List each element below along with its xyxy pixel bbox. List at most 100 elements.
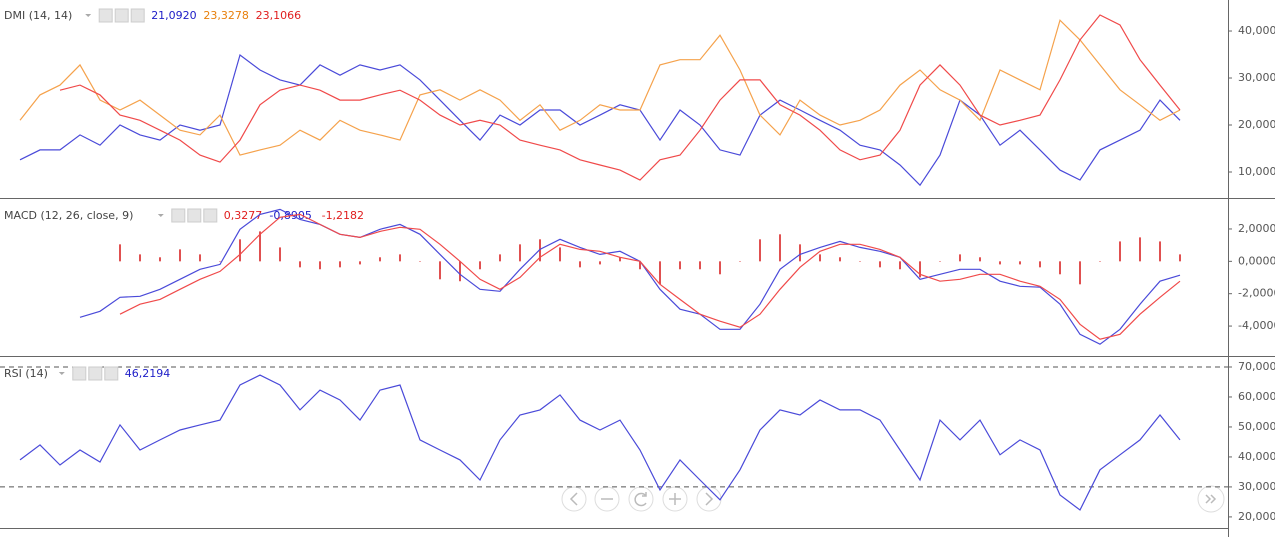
pane-control[interactable] [203,208,218,223]
series-line [19,53,1181,187]
histogram-bar [759,239,761,262]
y-tick-label: 40,0000 [1238,24,1275,37]
legend-value: 23,1066 [256,9,302,22]
histogram-bar [279,247,281,262]
histogram-bar [339,261,341,268]
histogram-bar [399,254,401,262]
histogram-bar [1119,241,1121,262]
histogram-bar [579,261,581,268]
histogram-bar [839,257,841,262]
y-tick-label: -4,0000 [1238,319,1275,332]
histogram-bar [979,257,981,262]
histogram-bar [919,261,921,278]
histogram-bar [1059,261,1061,275]
histogram-bar [299,261,301,268]
histogram-bar [719,261,721,275]
y-tick-label: 30,0000 [1238,480,1275,493]
histogram-bar [939,261,941,262]
histogram-bar [559,247,561,262]
scroll-left-button[interactable] [561,486,587,512]
zoom-in-button[interactable] [662,486,688,512]
pane-title: RSI (14) [4,367,48,380]
y-tick-label: 30,0000 [1238,71,1275,84]
legend-value: -1,2182 [322,209,364,222]
histogram-bar [519,244,521,262]
histogram-bar [159,257,161,262]
dropdown-icon [85,14,92,17]
histogram-bar [239,239,241,262]
histogram-bar [779,234,781,262]
histogram-bar [899,261,901,270]
y-tick-label: 20,0000 [1238,118,1275,131]
histogram-bar [1039,261,1041,268]
legend-value: 21,0920 [151,9,197,22]
reset-button[interactable] [628,486,654,512]
histogram-bar [219,261,221,262]
histogram-bar [359,261,361,265]
series-line [119,213,1181,340]
histogram-bar [179,249,181,262]
y-tick-label: 20,0000 [1238,510,1275,523]
histogram-bar [319,261,321,270]
histogram-bar [999,261,1001,265]
pane-title: MACD (12, 26, close, 9) [4,209,133,222]
pane-control[interactable] [171,208,186,223]
pane-control[interactable] [130,8,145,23]
y-tick-label: 2,0000 [1238,222,1275,235]
dropdown-icon [157,214,164,217]
histogram-bar [419,261,421,262]
y-tick-label: 50,0000 [1238,420,1275,433]
series-line [59,14,1181,181]
histogram-bar [679,261,681,270]
histogram-bar [599,261,601,265]
pane-control[interactable] [114,8,129,23]
histogram-bar [619,257,621,262]
histogram-bar [659,261,661,285]
histogram-bar [1139,237,1141,262]
pane-control[interactable] [98,8,113,23]
histogram-bar [959,254,961,262]
histogram-bar [739,261,741,262]
histogram-bar [1159,241,1161,262]
pane-control[interactable] [72,366,87,381]
y-tick-label: 70,0000 [1238,360,1275,373]
histogram-bar [699,261,701,270]
y-tick-label: 0,0000 [1238,254,1275,267]
zoom-out-button[interactable] [594,486,620,512]
navigation [561,485,1225,513]
histogram-bar [639,261,641,270]
histogram-bar [439,261,441,280]
histogram-bar [259,231,261,262]
histogram-bar [379,257,381,262]
histogram-bar [459,261,461,282]
y-tick-label: 60,0000 [1238,390,1275,403]
pane-control[interactable] [187,208,202,223]
histogram-bar [859,261,861,262]
histogram-bar [199,254,201,262]
histogram-bar [139,254,141,262]
histogram-bar [499,254,501,262]
histogram-bar [539,239,541,262]
pane-control[interactable] [88,366,103,381]
legend-value: 46,2194 [125,367,171,380]
histogram-bar [119,244,121,262]
scroll-to-end-button[interactable] [1197,485,1225,513]
histogram-bar [799,244,801,262]
series-line [19,19,1181,156]
histogram-bar [1099,261,1101,262]
series-line [79,208,1181,345]
scroll-right-button[interactable] [696,486,722,512]
histogram-bar [1079,261,1081,285]
histogram-bar [1179,254,1181,262]
legend-value: 23,3278 [203,9,249,22]
pane-control[interactable] [104,366,119,381]
y-tick-label: -2,0000 [1238,287,1275,300]
histogram-bar [879,261,881,268]
y-tick-label: 10,0000 [1238,165,1275,178]
dropdown-icon [58,372,65,375]
series-line [19,374,1181,511]
legend-value: 0,3277 [224,209,262,222]
y-tick-label: 40,0000 [1238,450,1275,463]
